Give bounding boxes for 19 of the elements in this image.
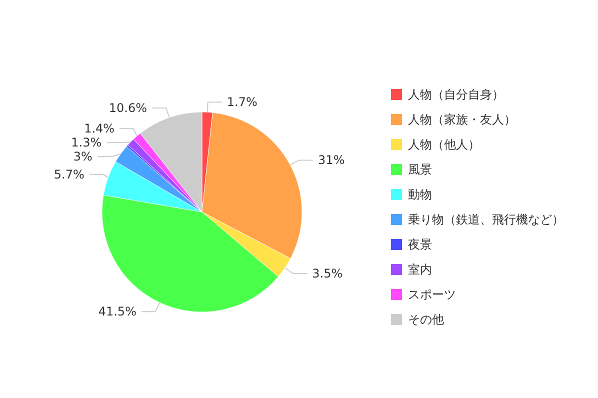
data-label: 1.7% <box>226 95 258 110</box>
data-label: 3% <box>73 150 92 164</box>
legend-label: 室内 <box>408 262 432 276</box>
legend-label: 人物（家族・友人） <box>408 112 516 126</box>
data-label: 10.6% <box>108 101 148 116</box>
legend-label: 夜景 <box>408 238 432 252</box>
data-label: 3.5% <box>312 266 343 281</box>
data-label: 1.4% <box>84 122 115 136</box>
legend-label: 動物 <box>408 188 432 202</box>
legend-label: 風景 <box>408 162 432 176</box>
data-label: 31% <box>318 153 345 168</box>
data-label: 1.3% <box>71 136 102 150</box>
data-label: 5.7% <box>54 167 84 182</box>
legend-label: スポーツ <box>408 288 456 302</box>
legend-label: 人物（自分自身） <box>408 88 504 102</box>
legend-label: 乗り物（鉄道、飛行機など） <box>408 212 564 226</box>
legend-label: 人物（他人） <box>408 138 480 152</box>
data-label: 41.5% <box>98 304 136 319</box>
legend-label: その他 <box>408 312 444 326</box>
